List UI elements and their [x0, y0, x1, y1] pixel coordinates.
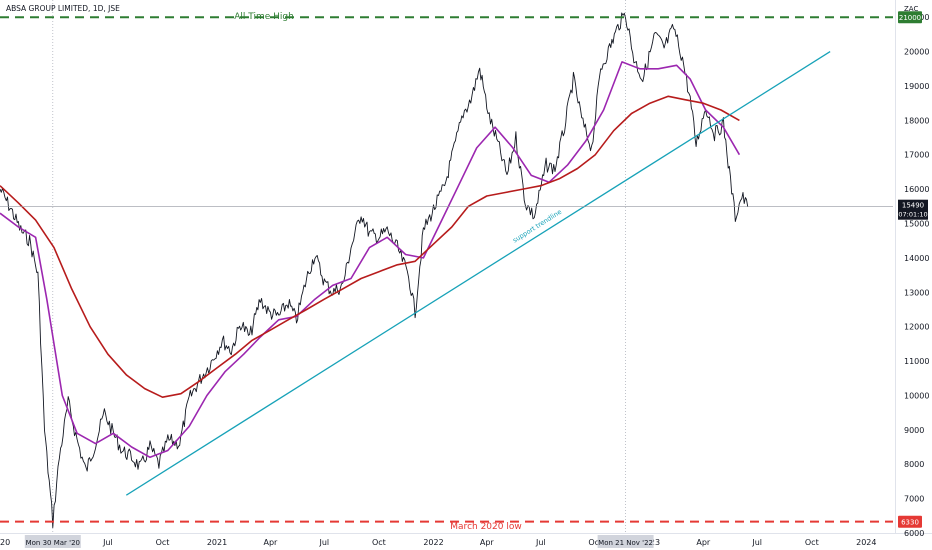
price-tick-label: 19000	[904, 82, 929, 91]
time-tick-label: Jul	[535, 538, 546, 547]
price-tick-label: 12000	[904, 323, 929, 332]
last-price-badge: 15490	[902, 202, 924, 210]
time-tick-label: Jul	[102, 538, 113, 547]
price-tick-label: 7000	[904, 495, 924, 504]
price-tick-label: 18000	[904, 116, 929, 125]
time-tick-label: Oct	[156, 538, 170, 547]
symbol-title: ABSA GROUP LIMITED, 1D, JSE	[6, 4, 120, 13]
last-price-badge-box	[898, 199, 928, 220]
time-tick-label: 2021	[207, 538, 227, 547]
time-tick-label: Apr	[696, 538, 711, 547]
crosshair-date-label: Mon 30 Mar '20	[26, 539, 80, 547]
bar-countdown-label: 07:01:10	[898, 211, 927, 219]
crosshair-date-box	[24, 535, 81, 548]
time-tick-label: Apr	[263, 538, 278, 547]
ath-price-badge-box	[898, 11, 922, 24]
price-tick-label: 9000	[904, 426, 924, 435]
price-tick-label: 6000	[904, 529, 924, 538]
price-tick-label: 13000	[904, 288, 929, 297]
price-tick-label: 15000	[904, 220, 929, 229]
price-tick-label: 10000	[904, 392, 929, 401]
crosshair-date-box	[597, 535, 654, 548]
moving-average-long[interactable]	[0, 95, 740, 398]
price-tick-label: 14000	[904, 254, 929, 263]
time-tick-label: 2020	[0, 538, 10, 547]
currency-label: ZAC	[904, 5, 918, 13]
ath-price-badge: 21000	[899, 14, 921, 22]
price-tick-label: 8000	[904, 460, 924, 469]
price-tick-label: 17000	[904, 151, 929, 160]
time-tick-label: Jul	[318, 538, 329, 547]
time-tick-label: Oct	[805, 538, 819, 547]
low-price-badge-box	[898, 515, 922, 528]
price-tick-label: 16000	[904, 185, 929, 194]
moving-average-short[interactable]	[0, 61, 741, 459]
time-tick-label: Jul	[751, 538, 762, 547]
time-tick-label: 2022	[423, 538, 443, 547]
crosshair-date-label: Mon 21 Nov '22	[598, 539, 653, 547]
price-tick-label: 20000	[904, 48, 929, 57]
support-trendline[interactable]	[125, 51, 831, 496]
price-tick-label: 11000	[904, 357, 929, 366]
time-tick-label: 2024	[856, 538, 876, 547]
ath-annotation: All Time High	[234, 12, 294, 22]
time-tick-label: Oct	[588, 538, 602, 547]
low-annotation: March 2020 low	[450, 522, 521, 532]
low-price-badge: 6330	[901, 519, 919, 527]
time-tick-label: Apr	[480, 538, 495, 547]
time-tick-label: Oct	[372, 538, 386, 547]
price-series[interactable]	[0, 12, 749, 529]
